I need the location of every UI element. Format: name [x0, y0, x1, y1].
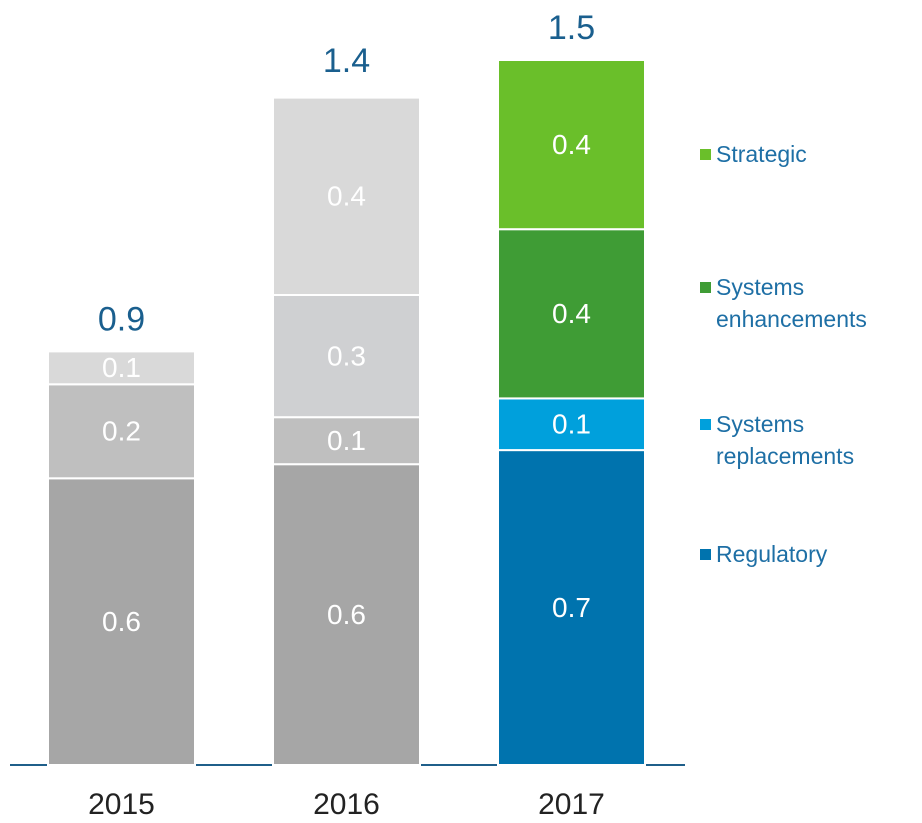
bar-segment	[272, 294, 421, 419]
segment-label: 0.1	[327, 425, 366, 456]
legend-label: Strategic	[716, 141, 807, 167]
segment-label: 0.2	[102, 416, 141, 447]
legend-label: Systems enhancements	[716, 274, 867, 332]
segment-label: 0.1	[552, 409, 591, 440]
segment-label: 0.7	[552, 592, 591, 623]
x-tick-label: 2016	[313, 788, 380, 821]
legend-label: Regulatory	[716, 541, 828, 567]
legend-swatch	[700, 419, 711, 430]
segment-label: 0.3	[327, 340, 366, 371]
legend-swatch	[700, 549, 711, 560]
segment-label: 0.6	[327, 599, 366, 630]
bar-segment	[272, 463, 421, 766]
total-label: 1.4	[323, 42, 370, 80]
segment-label: 0.4	[552, 129, 591, 160]
legend-swatch	[700, 149, 711, 160]
bar-segment	[497, 228, 646, 400]
bar-segment	[497, 59, 646, 231]
total-label: 0.9	[98, 300, 145, 338]
segment-label: 0.4	[552, 298, 591, 329]
legend-swatch	[700, 282, 711, 293]
bar-segment	[47, 350, 196, 386]
bar-segment	[497, 449, 646, 766]
x-tick-label: 2015	[88, 788, 155, 821]
segment-label: 0.6	[102, 606, 141, 637]
bar-segment	[497, 397, 646, 452]
bar-segment	[47, 477, 196, 766]
legend-label: Systems replacements	[716, 411, 854, 469]
total-label: 1.5	[548, 9, 595, 47]
bar-segment	[47, 383, 196, 480]
segment-label: 0.1	[102, 352, 141, 383]
x-tick-label: 2017	[538, 788, 605, 821]
bar-segment	[272, 416, 421, 466]
bar-segment	[272, 96, 421, 296]
segment-label: 0.4	[327, 181, 366, 212]
